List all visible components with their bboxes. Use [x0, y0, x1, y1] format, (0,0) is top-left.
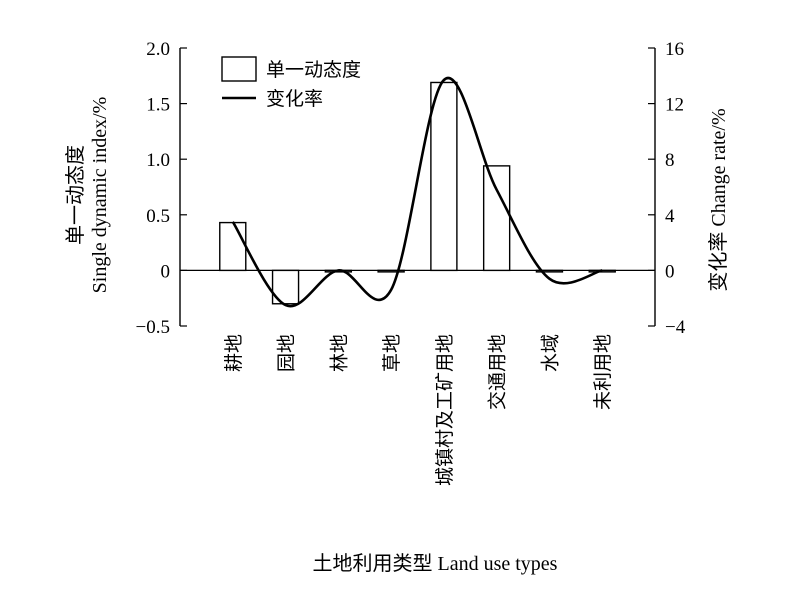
category-label-text: 未利用地 [592, 334, 614, 410]
legend-bar-label: 单一动态度 [266, 59, 361, 81]
category-label: 城镇村及工矿用地 [434, 334, 456, 486]
y-right-tick-label: 12 [665, 95, 684, 116]
category-label-text: 水域 [539, 334, 561, 372]
category-label-text: 园地 [276, 334, 298, 372]
y-left-tick-label: 1.0 [146, 150, 170, 171]
curve-layer [231, 76, 603, 308]
category-label: 未利用地 [592, 334, 614, 410]
y-right-tick-label: −4 [665, 317, 686, 338]
y-right-tick-label: 4 [665, 206, 675, 227]
category-labels: 耕地 园地 林地 草地 城镇村及工矿用地 交通用地 水域 未利用地 [223, 334, 614, 486]
bar [430, 81, 458, 272]
category-label-text: 交通用地 [487, 334, 509, 410]
x-axis-title: 土地利用类型 Land use types [313, 552, 558, 575]
y-left-title-line2: Single dynamic index/% [89, 97, 111, 294]
category-label-text: 耕地 [223, 334, 245, 372]
legend-bar-swatch [221, 56, 257, 82]
category-label-text: 林地 [328, 334, 350, 372]
ticks: −0.5 0 0.5 1.0 1.5 2.0 −4 0 4 8 12 16 [136, 39, 686, 338]
y-right-title-text: 变化率 Change rate/% [707, 108, 730, 291]
category-label: 草地 [381, 334, 403, 372]
y-right-title: 变化率 Change rate/% [707, 108, 730, 291]
y-left-title: 单一动态度 Single dynamic index/% [64, 97, 111, 294]
category-label: 耕地 [223, 334, 245, 372]
y-right-tick-label: 8 [665, 150, 675, 171]
category-label-text: 城镇村及工矿用地 [434, 334, 456, 486]
y-left-tick-label: −0.5 [136, 317, 170, 338]
y-left-tick-label: 0.5 [146, 206, 170, 227]
bar [219, 221, 247, 272]
legend: 单一动态度 变化率 [221, 56, 361, 110]
category-label: 水域 [539, 334, 561, 372]
y-left-title-line1: 单一动态度 [64, 145, 87, 245]
legend-line-label: 变化率 [266, 88, 323, 110]
y-left-tick-label: 1.5 [146, 95, 170, 116]
category-label-text: 草地 [381, 334, 403, 372]
bar [377, 269, 405, 273]
y-right-tick-label: 0 [665, 261, 675, 282]
category-label: 园地 [276, 334, 298, 372]
change-rate-curve [231, 76, 603, 308]
category-label: 林地 [328, 334, 350, 372]
bar [482, 165, 511, 272]
axes [179, 48, 656, 326]
y-left-tick-label: 0 [161, 261, 171, 282]
y-right-tick-label: 16 [665, 39, 684, 60]
bar [535, 269, 564, 273]
y-left-tick-label: 2.0 [146, 39, 170, 60]
category-label: 交通用地 [487, 334, 509, 410]
